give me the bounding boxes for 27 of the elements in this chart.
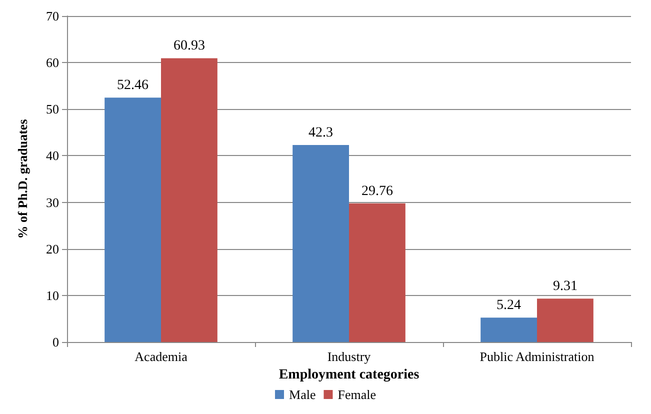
y-axis-title: % of Ph.D. graduates	[15, 119, 30, 239]
legend-label: Female	[338, 387, 376, 402]
bar	[104, 98, 161, 342]
bar	[349, 203, 406, 342]
data-label: 9.31	[552, 279, 578, 294]
x-tick-label: Academia	[134, 349, 188, 364]
bar	[292, 145, 349, 342]
data-label: 5.24	[496, 298, 522, 314]
y-tick-label: 60	[46, 55, 59, 70]
data-label: 29.76	[361, 184, 393, 199]
data-label: 42.3	[308, 126, 334, 141]
bar	[161, 58, 218, 342]
y-tick-label: 20	[46, 241, 59, 256]
y-tick-label: 70	[46, 8, 59, 24]
x-tick-label: Industry	[327, 349, 372, 364]
x-axis-title: Employment categories	[278, 367, 420, 382]
y-tick-label: 10	[46, 288, 59, 303]
x-tick-label: Public Administration	[480, 349, 595, 364]
bar	[537, 298, 594, 342]
data-label: 52.46	[117, 78, 149, 94]
y-tick-label: 40	[46, 148, 59, 164]
legend-label: Male	[289, 387, 316, 402]
bar	[480, 318, 537, 342]
y-tick-label: 0	[52, 334, 59, 350]
data-label: 60.93	[173, 38, 205, 54]
y-tick-label: 50	[46, 102, 59, 117]
y-tick-label: 30	[46, 194, 59, 210]
